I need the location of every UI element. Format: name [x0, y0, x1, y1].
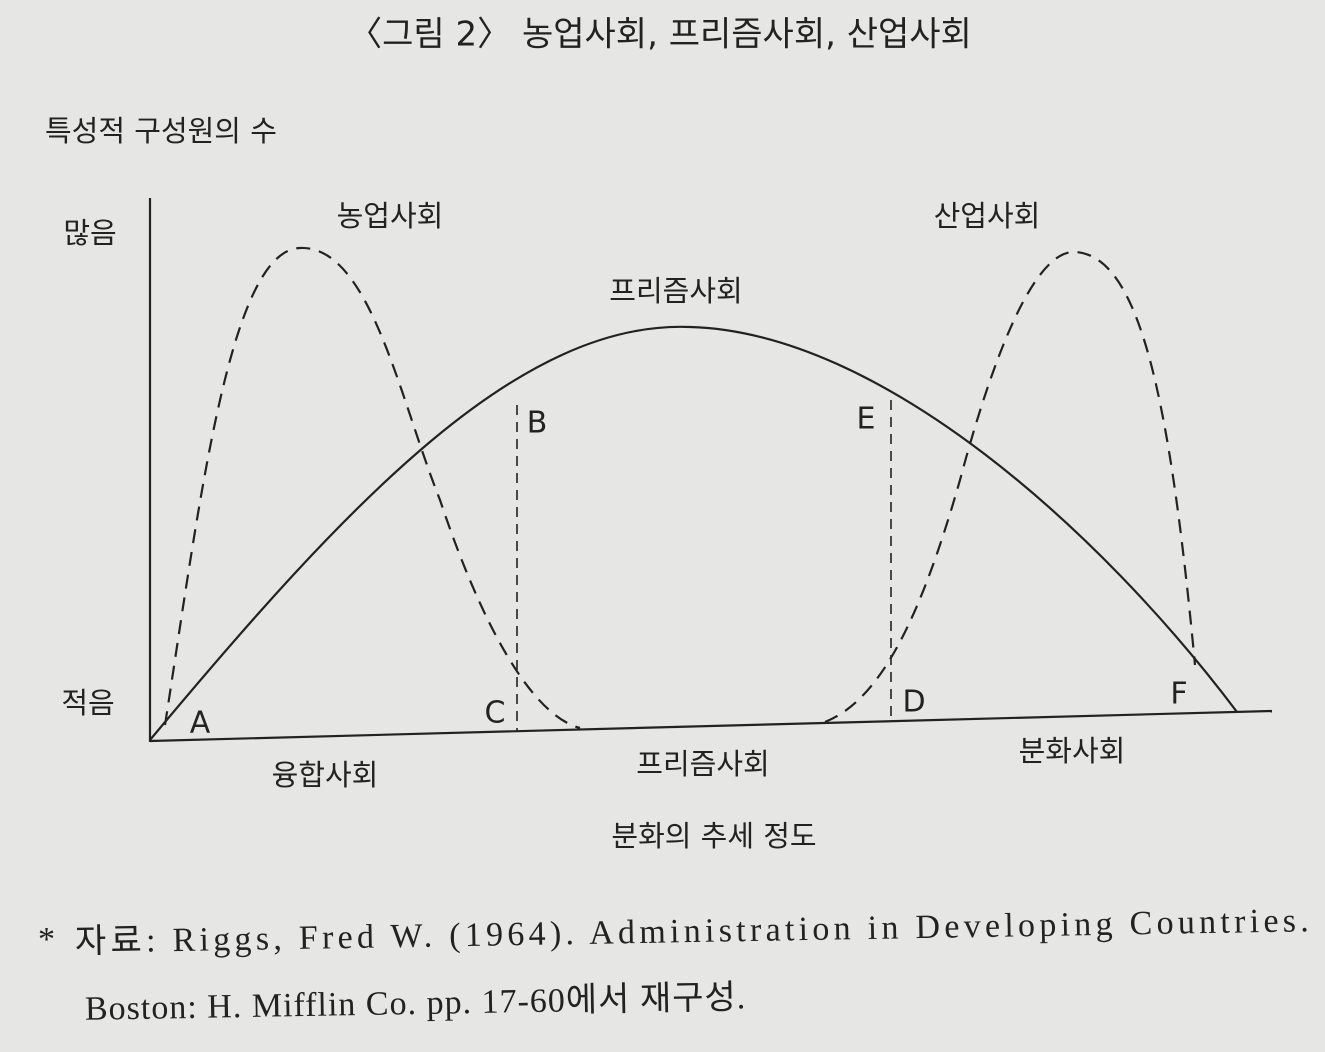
- point-label: F: [1170, 677, 1187, 712]
- agrarian-curve: [163, 246, 581, 730]
- region-label: 분화사회: [1019, 734, 1126, 768]
- region-label: 프리즘사회: [636, 747, 769, 781]
- y-high: 많음: [63, 216, 116, 250]
- industrial-curve: [824, 250, 1197, 724]
- curve-label: 농업사회: [337, 199, 444, 233]
- point-label: A: [190, 706, 211, 741]
- y-low: 적음: [61, 686, 114, 720]
- point-label: B: [527, 406, 548, 441]
- point-label: D: [902, 685, 925, 720]
- point-label: C: [485, 696, 506, 731]
- point-label: E: [857, 402, 876, 437]
- x-axis: [149, 709, 1273, 743]
- y-axis-label: 특성적 구성원의 수: [45, 114, 277, 148]
- prism-curve: [149, 325, 1238, 741]
- source-marker: *: [38, 921, 56, 958]
- curve-label: 산업사회: [934, 199, 1041, 233]
- x-axis-label: 분화의 추세 정도: [611, 819, 816, 853]
- region-label: 융합사회: [272, 758, 379, 792]
- title: 〈그림 2〉 농업사회, 프리즘사회, 산업사회: [348, 15, 972, 55]
- curve-label: 프리즘사회: [609, 274, 742, 308]
